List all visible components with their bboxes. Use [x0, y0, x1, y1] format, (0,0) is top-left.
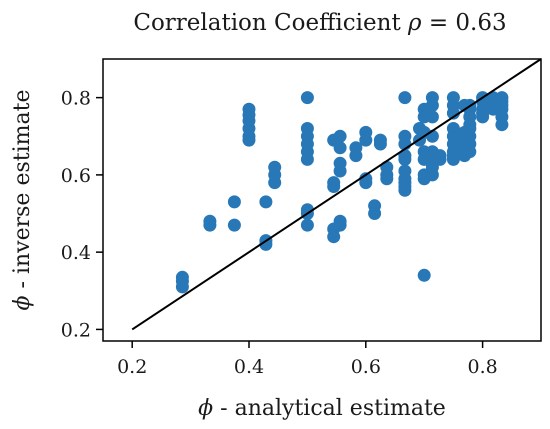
- data-point: [425, 110, 439, 124]
- y-tick-label: 0.8: [61, 88, 91, 110]
- y-axis-label-text: - inverse estimate: [10, 90, 35, 296]
- data-point: [227, 218, 241, 232]
- chart-title-symbol: ρ: [407, 10, 422, 36]
- data-point: [417, 268, 431, 282]
- data-point: [333, 129, 347, 143]
- y-axis-label-symbol: ϕ: [10, 295, 35, 310]
- data-point: [300, 203, 314, 217]
- reference-line: [131, 58, 542, 331]
- x-tick-label: 0.4: [234, 356, 264, 378]
- data-point: [333, 156, 347, 170]
- data-point: [300, 218, 314, 232]
- y-tick-label: 0.6: [61, 165, 91, 187]
- data-point: [398, 91, 412, 105]
- chart-title-suffix: = 0.63: [422, 10, 507, 36]
- data-point: [398, 164, 412, 178]
- data-point: [327, 176, 341, 190]
- data-point: [446, 122, 460, 135]
- x-tick-label: 0.6: [351, 356, 381, 378]
- data-point: [227, 195, 241, 209]
- chart-title-prefix: Correlation Coefficient: [133, 10, 408, 36]
- data-point: [175, 270, 189, 284]
- data-point: [203, 214, 217, 228]
- data-point: [300, 122, 314, 135]
- data-point: [242, 102, 256, 116]
- y-axis-label: ϕ - inverse estimate: [10, 90, 35, 311]
- x-axis-label-symbol: ϕ: [198, 396, 213, 421]
- data-point: [398, 129, 412, 143]
- axis-ticks: 0.2 0.4 0.6 0.8 0.2 0.4 0.6 0.8: [61, 88, 498, 378]
- data-point: [300, 91, 314, 105]
- x-tick-label: 0.2: [117, 356, 147, 378]
- x-axis-label: ϕ - analytical estimate: [198, 396, 446, 421]
- chart-title: Correlation Coefficient ρ = 0.63: [133, 10, 506, 36]
- data-point: [359, 125, 373, 139]
- data-point: [433, 149, 447, 163]
- x-axis-label-text: - analytical estimate: [213, 396, 446, 421]
- y-tick-label: 0.4: [61, 242, 91, 264]
- data-point: [333, 214, 347, 228]
- data-point: [259, 195, 273, 209]
- data-point: [333, 141, 347, 155]
- y-tick-label: 0.2: [61, 319, 91, 341]
- data-point: [373, 133, 387, 147]
- x-tick-label: 0.8: [467, 356, 497, 378]
- data-point: [368, 199, 382, 213]
- data-points: [175, 91, 509, 294]
- data-point: [359, 172, 373, 186]
- data-point: [268, 160, 282, 174]
- data-point: [495, 91, 509, 105]
- data-point: [425, 91, 439, 105]
- data-point: [380, 160, 394, 174]
- data-point: [349, 141, 363, 155]
- data-point: [446, 91, 460, 105]
